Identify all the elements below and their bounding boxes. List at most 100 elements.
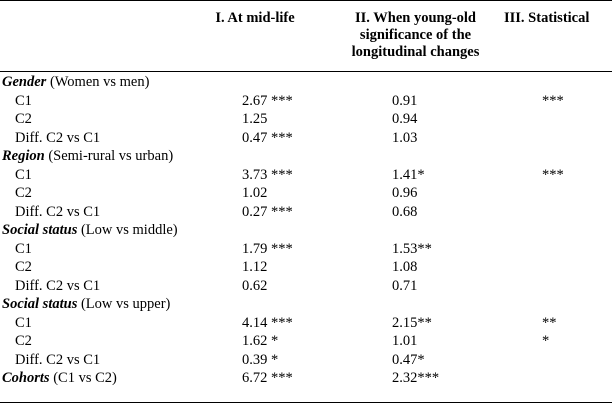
mid-life-value: 0.47 ***: [242, 129, 293, 146]
row-label: C1: [15, 166, 32, 183]
header-young-old-line1: II. When young-old: [354, 10, 476, 26]
mid-life-value: 0.27 ***: [242, 203, 293, 220]
young-old-value: 1.08: [392, 259, 418, 275]
mid-life-value: [242, 221, 392, 240]
statistical-value: ***: [542, 92, 564, 109]
young-old-value: 1.03: [392, 129, 418, 146]
mid-life-value: 0.39 *: [242, 351, 279, 368]
statistical-value: [542, 351, 612, 370]
statistical-value: [542, 73, 612, 92]
mid-life-value: 1.79 ***: [242, 240, 293, 257]
mid-life-value: 2.67 ***: [242, 92, 293, 109]
mid-life-value: 0.62: [242, 277, 268, 294]
table-row: Diff. C2 vs C1 0.39 * 0.47*: [0, 351, 612, 370]
group-row: Social status (Low vs upper): [0, 295, 612, 314]
young-old-value: 1.41*: [392, 166, 425, 183]
group-label: Social status (Low vs middle): [0, 221, 242, 240]
mid-life-value: [242, 147, 392, 166]
statistical-value: [542, 240, 612, 259]
row-label: C1: [15, 92, 32, 109]
row-label: Diff. C2 vs C1: [15, 203, 101, 220]
statistical-value: [542, 258, 612, 277]
statistical-value: [542, 221, 612, 240]
young-old-value: 2.32***: [392, 370, 440, 386]
statistical-value: [542, 295, 612, 314]
group-detail: (Semi-rural vs urban): [44, 148, 174, 164]
young-old-value: 0.71: [392, 277, 418, 294]
statistical-value: [542, 129, 612, 148]
row-label: C2: [15, 259, 32, 275]
statistical-value: [542, 369, 612, 388]
young-old-value: [392, 221, 542, 240]
header-statistical: III. Statistical: [504, 10, 590, 26]
young-old-value: 0.47*: [392, 351, 425, 368]
table-row: C1 1.79 *** 1.53**: [0, 240, 612, 259]
mid-life-value: 3.73 ***: [242, 166, 293, 183]
table-row: Diff. C2 vs C1 0.62 0.71: [0, 277, 612, 296]
young-old-value: 1.53**: [392, 240, 432, 257]
mid-life-value: 1.12: [242, 259, 268, 275]
group-name: Gender: [2, 74, 47, 90]
group-detail: (Low vs upper): [77, 296, 171, 312]
statistical-value: *: [542, 333, 550, 349]
header-young-old: II. When young-old significance of the l…: [328, 10, 503, 61]
statistical-value: ***: [542, 166, 564, 183]
group-name: Social status: [2, 296, 78, 312]
table-row: C2 1.02 0.96: [0, 184, 612, 203]
mid-life-value: 1.25: [242, 111, 268, 127]
group-label: Gender (Women vs men): [0, 73, 242, 92]
mid-life-value: 1.62 *: [242, 333, 279, 349]
young-old-value: 0.68: [392, 203, 418, 220]
group-name: Cohorts: [2, 370, 50, 386]
table-row: C2 1.12 1.08: [0, 258, 612, 277]
bottom-rule: [0, 402, 612, 403]
row-label: C2: [15, 111, 32, 127]
young-old-value: 0.94: [392, 111, 418, 127]
table-row: C1 3.73 *** 1.41* ***: [0, 166, 612, 185]
group-detail: (Low vs middle): [77, 222, 178, 238]
statistical-value: [542, 203, 612, 222]
mid-life-value: 6.72 ***: [242, 370, 293, 386]
mid-life-value: [242, 73, 392, 92]
row-label: C1: [15, 314, 32, 331]
group-label: Cohorts (C1 vs C2): [0, 369, 242, 388]
young-old-value: 0.91: [392, 92, 418, 109]
group-name: Region: [2, 148, 45, 164]
table-row: Diff. C2 vs C1 0.27 *** 0.68: [0, 203, 612, 222]
top-rule: [0, 0, 612, 1]
group-detail: (Women vs men): [46, 74, 150, 90]
header-young-old-line2: significance of the: [359, 27, 472, 43]
table-row: C1 2.67 *** 0.91 ***: [0, 92, 612, 111]
young-old-value: 1.01: [392, 333, 418, 349]
row-label: Diff. C2 vs C1: [15, 277, 101, 294]
row-label: C2: [15, 185, 32, 201]
statistical-value: [542, 110, 612, 129]
group-label: Social status (Low vs upper): [0, 295, 242, 314]
young-old-value: [392, 295, 542, 314]
row-label: Diff. C2 vs C1: [15, 351, 101, 368]
row-label: C1: [15, 240, 32, 257]
group-row: Region (Semi-rural vs urban): [0, 147, 612, 166]
table-row: C2 1.25 0.94: [0, 110, 612, 129]
statistical-value: **: [542, 314, 557, 331]
group-name: Social status: [2, 222, 78, 238]
young-old-value: [392, 73, 542, 92]
mid-life-value: 1.02: [242, 185, 268, 201]
table-row: C2 1.62 * 1.01 *: [0, 332, 612, 351]
data-table: Gender (Women vs men) C1 2.67 *** 0.91 *** C2…: [0, 73, 612, 388]
mid-life-value: 4.14 ***: [242, 314, 293, 331]
statistical-value: [542, 184, 612, 203]
statistical-value: [542, 147, 612, 166]
young-old-value: 0.96: [392, 185, 418, 201]
header-rule: [0, 71, 612, 72]
group-label: Region (Semi-rural vs urban): [0, 147, 242, 166]
group-row: Gender (Women vs men): [0, 73, 612, 92]
table-row: C1 4.14 *** 2.15** **: [0, 314, 612, 333]
young-old-value: 2.15**: [392, 314, 432, 331]
mid-life-value: [242, 295, 392, 314]
header-young-old-line3: longitudinal changes: [351, 44, 480, 60]
young-old-value: [392, 147, 542, 166]
header-mid-life: I. At mid-life: [215, 10, 295, 26]
table-row: Diff. C2 vs C1 0.47 *** 1.03: [0, 129, 612, 148]
